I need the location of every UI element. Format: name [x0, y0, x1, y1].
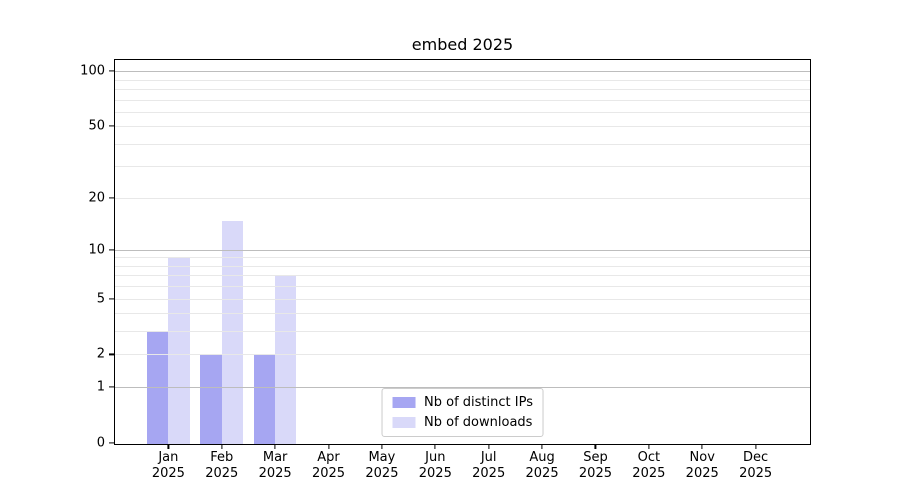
chart-title: embed 2025: [411, 35, 514, 54]
x-tick-label-feb: Feb 2025: [205, 450, 239, 481]
x-tick-label-may: May 2025: [365, 450, 399, 481]
gridline-minor-90: [115, 79, 810, 81]
y-tick-mark-10: [109, 249, 115, 251]
x-tick-mark-aug: [541, 444, 543, 449]
y-tick-mark-2: [109, 353, 115, 356]
gridline-major-100: [115, 71, 810, 73]
x-tick-mark-jun: [434, 444, 436, 449]
legend-item-downloads: Nb of downloads: [392, 415, 533, 430]
y-tick-mark-0: [109, 442, 115, 444]
gridline-minor-7: [115, 275, 810, 277]
x-tick-mark-sep: [594, 444, 597, 449]
y-tick-label-100: 100: [80, 63, 105, 79]
gridline-major-1: [115, 387, 810, 389]
legend: Nb of distinct IPs Nb of downloads: [381, 388, 544, 437]
y-tick-label-10: 10: [88, 242, 105, 258]
legend-swatch-downloads: [392, 417, 416, 428]
bar-nb-of-distinct-ips-feb: [200, 355, 222, 444]
bar-nb-of-downloads-feb: [221, 220, 244, 444]
x-tick-label-jan: Jan 2025: [151, 450, 185, 481]
gridline-minor-30: [115, 166, 810, 168]
gridline-minor-40: [115, 143, 810, 145]
gridline-major-10: [115, 249, 810, 251]
gridline-minor-50: [115, 126, 810, 128]
gridline-minor-4: [115, 313, 810, 315]
x-tick-mark-oct: [648, 444, 650, 449]
x-tick-label-aug: Aug 2025: [525, 450, 559, 481]
y-tick-label-1: 1: [96, 379, 105, 395]
gridline-minor-8: [115, 265, 810, 267]
plot-area: 0 1 2 5 10 20 50 100 Jan 2025 Feb 2025 Mar 2025 Apr 202…: [80, 59, 811, 481]
y-tick-mark-5: [109, 298, 115, 300]
x-tick-label-nov: Nov 2025: [685, 450, 719, 481]
x-tick-mark-jul: [488, 444, 490, 449]
legend-label-distinct-ips: Nb of distinct IPs: [424, 395, 533, 410]
x-tick-label-oct: Oct 2025: [632, 450, 666, 481]
y-tick-label-0: 0: [96, 435, 105, 451]
y-tick-mark-20: [109, 197, 115, 199]
x-tick-mark-mar: [274, 444, 276, 449]
y-tick-label-2: 2: [96, 346, 105, 362]
x-tick-label-dec: Dec 2025: [739, 450, 773, 481]
gridline-minor-80: [115, 88, 810, 90]
bar-nb-of-distinct-ips-mar: [253, 355, 276, 444]
bars-layer: [115, 60, 810, 444]
x-tick-label-mar: Mar 2025: [258, 450, 292, 481]
x-tick-mark-feb: [221, 444, 223, 449]
y-tick-mark-50: [109, 125, 115, 127]
gridline-minor-9: [115, 257, 810, 259]
x-tick-label-jun: Jun 2025: [418, 450, 452, 481]
legend-label-downloads: Nb of downloads: [424, 415, 533, 430]
x-tick-mark-apr: [327, 444, 330, 449]
x-tick-label-apr: Apr 2025: [311, 450, 346, 481]
x-tick-mark-may: [381, 444, 383, 449]
axis-layer: 0 1 2 5 10 20 50 100 Jan 2025 Feb 2025 Mar 2025 Apr 202…: [80, 60, 810, 481]
y-tick-label-5: 5: [96, 291, 105, 307]
x-tick-mark-dec: [755, 444, 757, 449]
legend-item-distinct-ips: Nb of distinct IPs: [392, 395, 533, 410]
x-tick-mark-jan: [167, 444, 169, 449]
gridline-minor-3: [115, 331, 810, 333]
gridline-minor-6: [115, 286, 810, 288]
gridline-minor-5: [115, 298, 810, 300]
grid-layer: [115, 60, 810, 444]
y-tick-label-20: 20: [88, 190, 105, 206]
gridline-minor-20: [115, 197, 810, 199]
gridline-minor-60: [115, 111, 810, 113]
gridline-minor-2: [115, 354, 810, 356]
bar-nb-of-distinct-ips-jan: [147, 332, 169, 444]
bar-nb-of-downloads-mar: [275, 276, 297, 444]
y-tick-label-50: 50: [88, 118, 105, 134]
x-tick-mark-nov: [701, 444, 703, 449]
legend-swatch-distinct-ips: [392, 397, 416, 408]
y-tick-mark-1: [109, 386, 115, 388]
bar-nb-of-downloads-jan: [168, 258, 190, 444]
x-tick-label-jul: Jul 2025: [472, 450, 506, 481]
x-tick-label-sep: Sep 2025: [578, 450, 612, 481]
y-tick-mark-100: [109, 70, 115, 72]
gridline-minor-70: [115, 99, 810, 101]
